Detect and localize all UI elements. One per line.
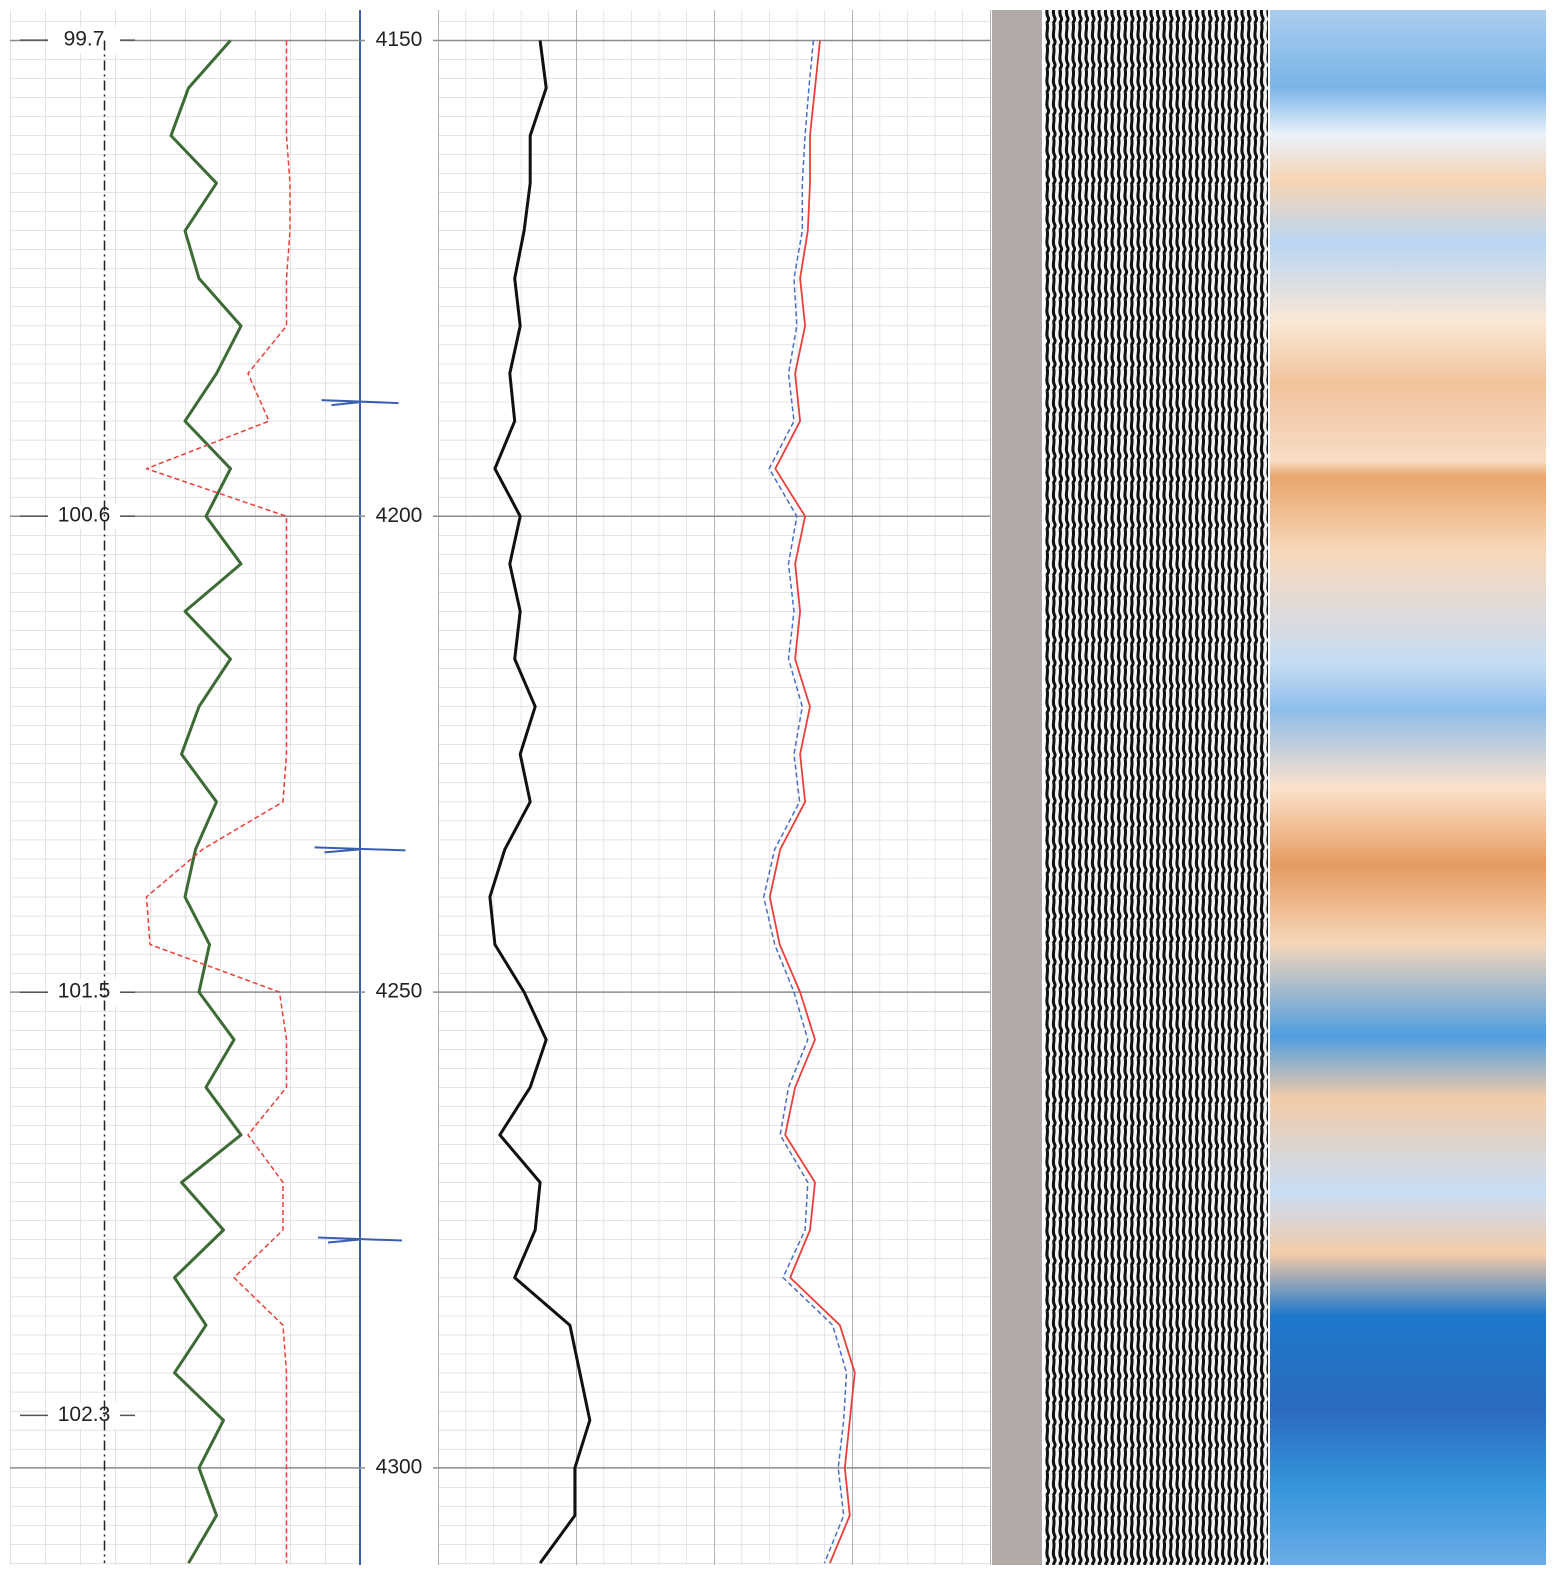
- tick-label-bg: [365, 1454, 433, 1481]
- depth-tick-label: 4300: [376, 1455, 423, 1478]
- y2-tick-label: 101.5: [58, 980, 111, 1003]
- y2-tick-label: 102.3: [58, 1403, 111, 1426]
- log-curve: [768, 40, 856, 1564]
- tick-label-bg: [48, 27, 120, 54]
- log-curve: [488, 40, 592, 1564]
- log-curve: [169, 39, 243, 1564]
- spike: [314, 846, 406, 854]
- tick-label-bg: [365, 503, 433, 530]
- spike: [317, 1236, 403, 1244]
- tick-label-bg: [48, 503, 120, 530]
- log-curve: [145, 40, 291, 1564]
- tick-label-bg: [48, 1402, 120, 1429]
- attribute-image: [1270, 10, 1546, 1565]
- depth-tick-label: 4200: [376, 504, 423, 527]
- spike: [321, 399, 399, 407]
- y2-tick-label: 99.7: [64, 28, 105, 51]
- depth-tick-label: 4150: [376, 28, 423, 51]
- track-2-vgrid-major: [438, 10, 991, 1565]
- tick-label-bg: [365, 979, 433, 1006]
- tick-label-bg: [365, 27, 433, 54]
- depth-tick-label: 4250: [376, 980, 423, 1003]
- tick-label-bg: [48, 979, 120, 1006]
- track-1-vgrid: [10, 10, 360, 1565]
- seismic-wiggle: [1045, 10, 1268, 1565]
- casing-bar: [992, 10, 1042, 1565]
- y2-tick-label: 100.6: [58, 504, 111, 527]
